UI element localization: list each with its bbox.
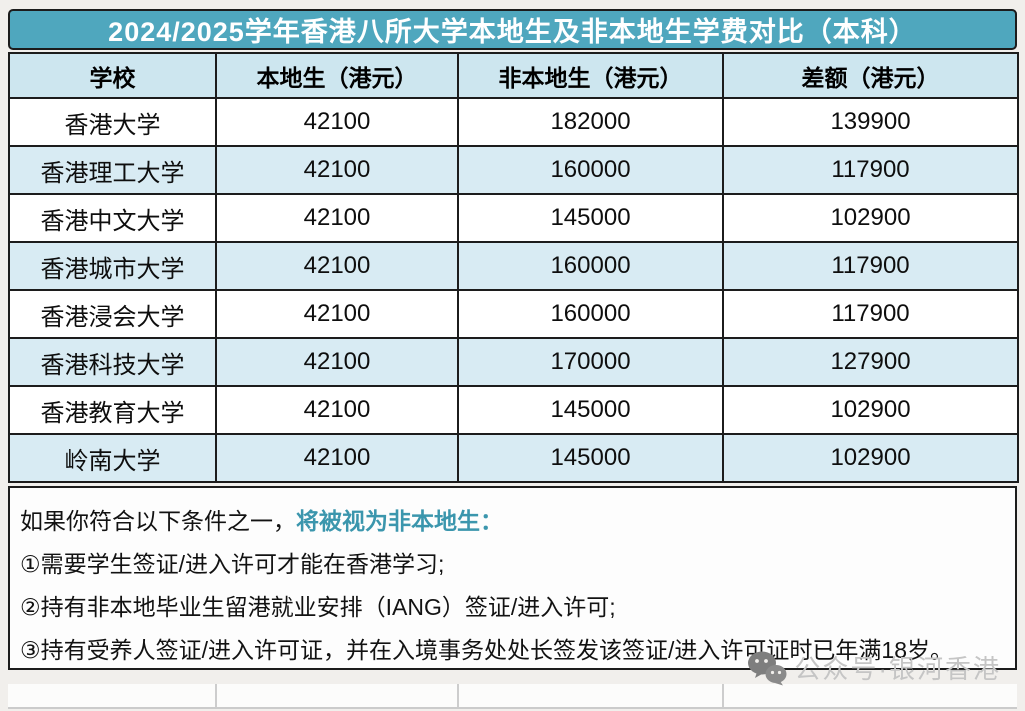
tuition-table: 学校 本地生（港元） 非本地生（港元） 差额（港元） 香港大学 42100 18… bbox=[8, 52, 1019, 483]
cell-local-fee: 42100 bbox=[215, 193, 459, 243]
table-row: 香港中文大学 42100 145000 102900 bbox=[8, 193, 1019, 243]
cell-difference: 117900 bbox=[722, 145, 1019, 195]
note-item-3: ③持有受养人签证/进入许可证，并在入境事务处处长签发该签证/进入许可证时已年满1… bbox=[20, 637, 953, 663]
account-watermark: 公众号·银河香港 bbox=[747, 649, 1001, 686]
table-row: 岭南大学 42100 145000 102900 bbox=[8, 433, 1019, 483]
cell-local-fee: 42100 bbox=[215, 289, 459, 339]
header-row: 学校 本地生（港元） 非本地生（港元） 差额（港元） bbox=[8, 52, 1019, 99]
header-cell-difference: 差额（港元） bbox=[722, 52, 1019, 99]
cell-local-fee: 42100 bbox=[215, 145, 459, 195]
partial-row-divider bbox=[457, 684, 459, 707]
cell-difference: 127900 bbox=[722, 337, 1019, 387]
table-row: 香港大学 42100 182000 139900 bbox=[8, 97, 1019, 147]
partial-row-divider bbox=[722, 684, 724, 707]
note-intro-plain: 如果你符合以下条件之一， bbox=[20, 508, 296, 534]
note-intro: 如果你符合以下条件之一，将被视为非本地生： bbox=[20, 500, 1005, 543]
header-cell-nonlocal-fee: 非本地生（港元） bbox=[457, 52, 724, 99]
cell-nonlocal-fee: 160000 bbox=[457, 145, 724, 195]
watermark-label: 公众号·银河香港 bbox=[794, 654, 1001, 684]
note-item-2: ②持有非本地毕业生留港就业安排（IANG）签证/进入许可; bbox=[20, 594, 616, 620]
cell-school: 香港科技大学 bbox=[8, 337, 217, 387]
page-title: 2024/2025学年香港八所大学本地生及非本地生学费对比（本科） bbox=[108, 17, 917, 47]
cell-difference: 102900 bbox=[722, 433, 1019, 483]
notes-box: 如果你符合以下条件之一，将被视为非本地生： ①需要学生签证/进入许可才能在香港学… bbox=[8, 486, 1017, 670]
cell-nonlocal-fee: 145000 bbox=[457, 193, 724, 243]
cell-local-fee: 42100 bbox=[215, 433, 459, 483]
cell-local-fee: 42100 bbox=[215, 337, 459, 387]
cell-local-fee: 42100 bbox=[215, 97, 459, 147]
cell-school: 香港浸会大学 bbox=[8, 289, 217, 339]
header-cell-school: 学校 bbox=[8, 52, 217, 99]
cell-school: 香港理工大学 bbox=[8, 145, 217, 195]
cell-difference: 117900 bbox=[722, 241, 1019, 291]
cell-nonlocal-fee: 170000 bbox=[457, 337, 724, 387]
cell-school: 香港城市大学 bbox=[8, 241, 217, 291]
table-row: 香港浸会大学 42100 160000 117900 bbox=[8, 289, 1019, 339]
header-cell-local-fee: 本地生（港元） bbox=[215, 52, 459, 99]
cell-school: 香港中文大学 bbox=[8, 193, 217, 243]
content: 2024/2025学年香港八所大学本地生及非本地生学费对比（本科） 学校 本地生… bbox=[8, 9, 1019, 670]
note-item-1: ①需要学生签证/进入许可才能在香港学习; bbox=[20, 551, 445, 577]
cell-difference: 117900 bbox=[722, 289, 1019, 339]
table-row: 香港教育大学 42100 145000 102900 bbox=[8, 385, 1019, 435]
cell-local-fee: 42100 bbox=[215, 385, 459, 435]
cell-nonlocal-fee: 145000 bbox=[457, 433, 724, 483]
table-row: 香港城市大学 42100 160000 117900 bbox=[8, 241, 1019, 291]
cell-nonlocal-fee: 160000 bbox=[457, 241, 724, 291]
cell-nonlocal-fee: 182000 bbox=[457, 97, 724, 147]
wechat-icon bbox=[748, 651, 787, 685]
note-intro-highlight: 将被视为非本地生： bbox=[296, 508, 503, 534]
partial-next-row bbox=[8, 684, 1017, 709]
cell-school: 香港大学 bbox=[8, 97, 217, 147]
cell-nonlocal-fee: 160000 bbox=[457, 289, 724, 339]
table-row: 香港理工大学 42100 160000 117900 bbox=[8, 145, 1019, 195]
title-banner: 2024/2025学年香港八所大学本地生及非本地生学费对比（本科） bbox=[8, 9, 1017, 50]
cell-nonlocal-fee: 145000 bbox=[457, 385, 724, 435]
cell-difference: 102900 bbox=[722, 385, 1019, 435]
cell-difference: 102900 bbox=[722, 193, 1019, 243]
cell-difference: 139900 bbox=[722, 97, 1019, 147]
cell-school: 岭南大学 bbox=[8, 433, 217, 483]
partial-row-divider bbox=[215, 684, 217, 707]
cell-school: 香港教育大学 bbox=[8, 385, 217, 435]
cell-local-fee: 42100 bbox=[215, 241, 459, 291]
table-row: 香港科技大学 42100 170000 127900 bbox=[8, 337, 1019, 387]
